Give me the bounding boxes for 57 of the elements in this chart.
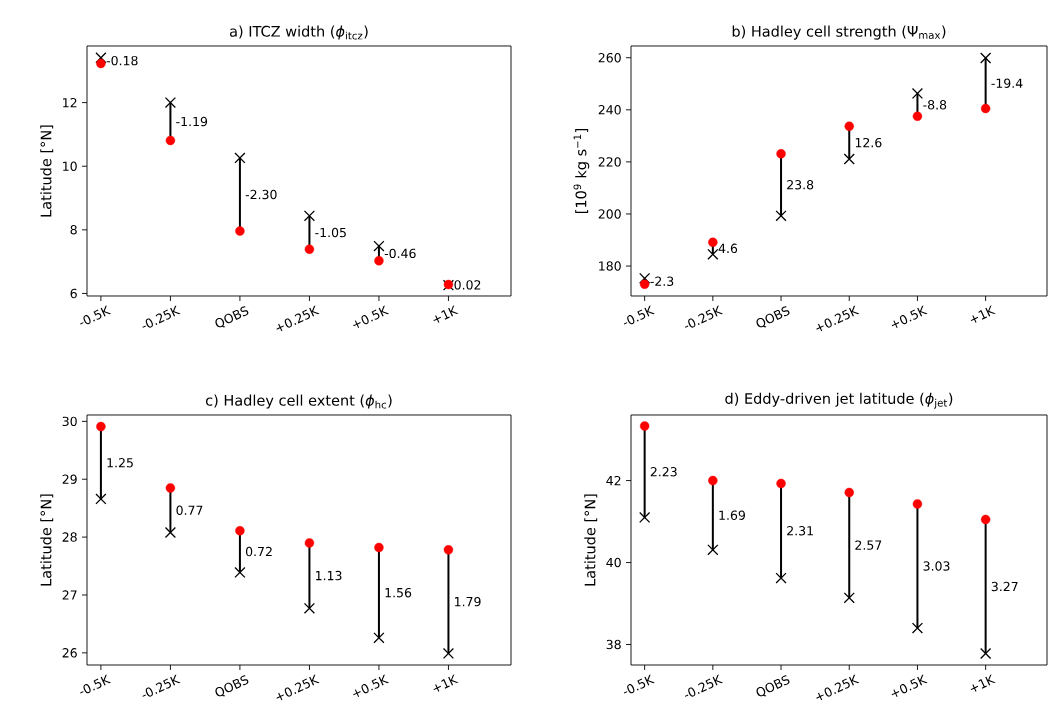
y-tick-label: 12	[63, 97, 77, 108]
y-axis-title: Latitude [°N]	[40, 494, 54, 586]
chart-title: c) Hadley cell extent (ϕ$_{hc}$)	[205, 394, 392, 409]
x-tick-label: -0.5K	[623, 674, 655, 694]
y-axis-title: Latitude [°N]	[584, 494, 598, 586]
annotation: -1.19	[176, 116, 208, 127]
y-axis-title: [10$^{9}$ kg s$^{−1}$]	[573, 128, 590, 214]
annotation: 23.8	[787, 180, 814, 190]
annotation: 2.23	[650, 467, 677, 477]
annotation: 0.02	[454, 280, 481, 290]
annotation: 1.25	[107, 458, 133, 468]
annotation: 0.72	[245, 546, 272, 557]
y-tick-label: 220	[598, 157, 621, 167]
annotation: 1.69	[719, 510, 745, 520]
y-tick-label: 30	[62, 416, 77, 427]
chart-title: b) Hadley cell strength (Ψ$_{max}$)	[732, 25, 946, 40]
annotation: -0.18	[106, 55, 138, 66]
x-tick-label: -0.5K	[80, 305, 112, 325]
y-tick-label: 40	[606, 557, 621, 568]
annotation: 1.79	[455, 596, 481, 607]
y-tick-label: 240	[598, 105, 621, 115]
annotation: -0.46	[384, 248, 416, 259]
annotation: 4.6	[718, 243, 738, 254]
annotation: 2.57	[855, 540, 882, 550]
x-tick-label: +1K	[970, 674, 996, 692]
y-tick-label: 42	[606, 475, 621, 486]
annotation: 12.6	[855, 137, 882, 148]
annotation: 3.03	[923, 561, 950, 571]
annotation: 3.27	[991, 581, 1018, 592]
annotation: 1.13	[316, 570, 342, 581]
annotation: -19.4	[991, 78, 1023, 88]
y-tick-label: 26	[62, 648, 77, 658]
x-tick-label: -0.5K	[80, 674, 112, 694]
y-tick-label: 180	[599, 261, 621, 271]
x-tick-label: +1K	[970, 305, 996, 323]
chart-title: a) ITCZ width (ϕ$_{itcz}$)	[230, 25, 368, 40]
y-tick-label: 6	[70, 288, 77, 299]
annotation: -2.30	[245, 189, 277, 200]
y-tick-label: 27	[62, 590, 77, 600]
x-tick-label: +1K	[433, 305, 459, 323]
y-tick-label: 38	[606, 639, 621, 650]
annotation: -1.05	[315, 227, 346, 238]
y-tick-label: 28	[62, 532, 77, 542]
annotation: 2.31	[787, 526, 813, 536]
y-axis-title: Latitude [°N]	[40, 125, 54, 217]
annotation: 0.77	[176, 505, 203, 515]
annotation: -2.3	[650, 276, 674, 286]
y-tick-label: 8	[70, 225, 77, 235]
y-tick-label: 200	[598, 209, 621, 219]
annotation: -8.8	[923, 100, 947, 110]
chart-title: d) Eddy-driven jet latitude (ϕ$_{jet}$)	[725, 392, 953, 409]
y-tick-label: 260	[598, 52, 621, 63]
y-tick-label: 29	[62, 474, 77, 484]
x-tick-label: +1K	[433, 674, 459, 692]
annotation: 1.56	[385, 587, 412, 598]
y-tick-label: 10	[63, 161, 77, 171]
x-tick-label: -0.5K	[623, 305, 655, 325]
